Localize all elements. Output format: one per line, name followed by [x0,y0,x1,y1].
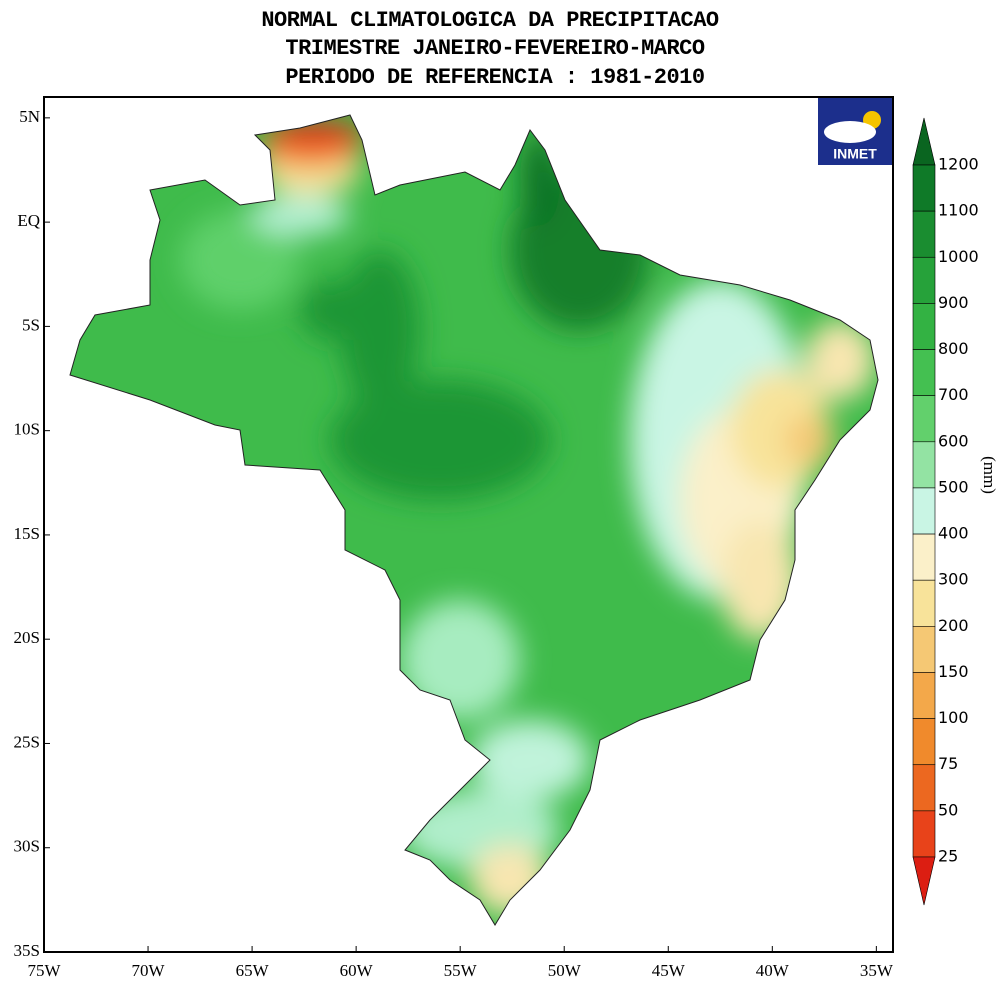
colorbar-box [912,164,936,212]
title-line: NORMAL CLIMATOLOGICA DA PRECIPITACAO [261,8,719,33]
y-tick-label: 5N [19,107,40,126]
colorbar-arrow [912,856,936,906]
title: NORMAL CLIMATOLOGICA DA PRECIPITACAO TRI… [261,8,719,90]
colorbar-label: 400 [938,524,969,543]
colorbar-box [912,718,936,766]
colorbar-label: 200 [938,616,969,635]
colorbar-label: 600 [938,431,969,450]
colorbar-label: 800 [938,339,969,358]
colorbar-label: 900 [938,293,969,312]
y-tick-label: 15S [14,524,40,543]
colorbar-label: 500 [938,477,969,496]
colorbar-box [912,764,936,812]
x-tick-label: 45W [652,961,686,980]
x-tick-label: 70W [132,961,166,980]
y-tick-label: 30S [14,837,40,856]
y-tick-label: 35S [14,941,40,960]
logo-text: INMET [833,146,877,162]
colorbar-box [912,441,936,489]
colorbar-label: 100 [938,708,969,727]
map-frame [43,96,894,953]
precip-field [70,115,878,925]
y-tick-label: 20S [14,628,40,647]
x-tick-label: 40W [756,961,790,980]
colorbar-label: 150 [938,662,969,681]
y-tick-label: 10S [14,420,40,439]
colorbar-box [912,349,936,396]
colorbar-label: 25 [938,847,958,866]
logo: INMET [818,98,892,165]
colorbar-box [912,533,936,581]
colorbar-label: 1200 [938,155,979,174]
colorbar-arrow [912,117,936,166]
colorbar-box [912,487,936,535]
colorbar-box [912,810,936,858]
colorbar-box [912,579,936,627]
colorbar-box [912,303,936,350]
colorbar-label: 700 [938,385,969,404]
colorbar-label: 300 [938,570,969,589]
colorbar-box [912,256,936,304]
colorbar-label: 50 [938,800,958,819]
x-tick-label: 35W [860,961,894,980]
title-line: TRIMESTRE JANEIRO-FEVEREIRO-MARCO [285,36,704,61]
colorbar-label: 75 [938,754,958,773]
colorbar-box [912,672,936,719]
y-tick-label: 5S [22,315,40,334]
colorbar-unit: (mm) [980,456,999,494]
x-tick-label: 60W [340,961,374,980]
title-line: PERIODO DE REFERENCIA : 1981-2010 [285,65,704,90]
x-tick-label: 75W [27,961,61,980]
x-tick-label: 65W [236,961,270,980]
colorbar-label: 1100 [938,201,979,220]
y-tick-label: 25S [14,732,40,751]
colorbar-box [912,210,936,258]
colorbar-label: 1000 [938,247,979,266]
x-tick-label: 50W [548,961,582,980]
colorbar-box [912,626,936,673]
y-tick-label: EQ [17,211,40,230]
x-tick-label: 55W [444,961,478,980]
colorbar-box [912,395,936,443]
